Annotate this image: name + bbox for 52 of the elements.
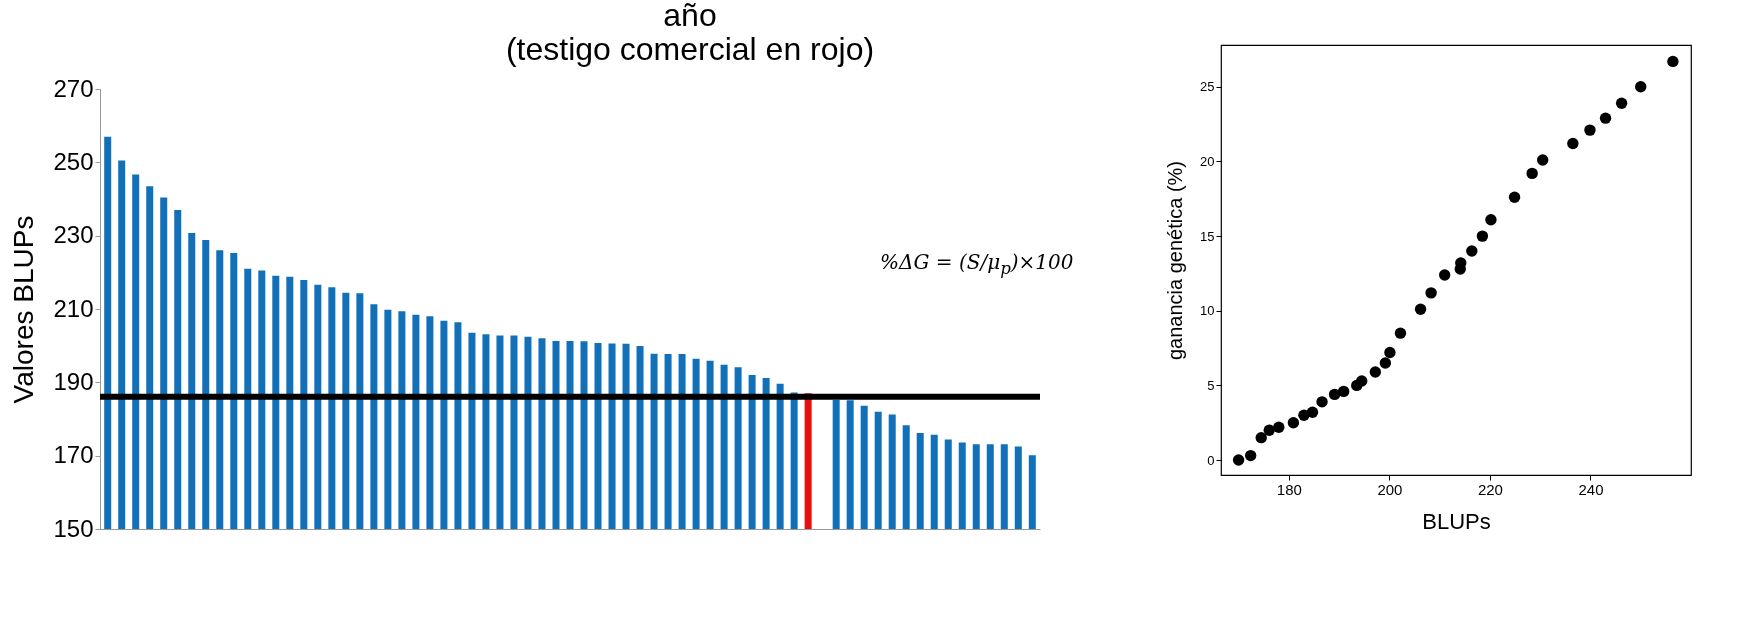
point <box>1635 81 1647 93</box>
point <box>1255 431 1267 444</box>
y-tick-label: 10 <box>1200 303 1215 319</box>
y-tick-label: 150 <box>53 514 94 542</box>
y-tick-label: 15 <box>1200 228 1215 244</box>
point <box>1316 396 1328 408</box>
point <box>1537 154 1549 166</box>
point <box>1384 346 1396 359</box>
point <box>1567 137 1579 150</box>
point <box>1379 357 1392 369</box>
point <box>1466 245 1478 257</box>
y-axis-title: ganancia genética (%) <box>1164 160 1187 361</box>
point <box>1394 327 1407 339</box>
point <box>1508 191 1521 203</box>
x-tick-label: 240 <box>1578 480 1604 498</box>
point <box>1599 112 1612 124</box>
x-tick-label: 180 <box>1276 480 1302 498</box>
y-axis-title: Valores BLUPs <box>8 215 40 404</box>
x-tick-label: 220 <box>1477 480 1503 498</box>
x-tick-label: 200 <box>1377 480 1403 498</box>
point <box>1476 230 1489 242</box>
point <box>1287 417 1300 429</box>
point <box>1667 55 1679 68</box>
y-tick-label: 20 <box>1200 153 1215 169</box>
chart-title: año (testigo comercial en rojo) <box>505 0 875 67</box>
y-tick-label: 270 <box>53 74 94 102</box>
y-tick-label: 0 <box>1207 452 1215 468</box>
point <box>1328 388 1341 401</box>
annotation: %ΔG = (S/μ$_{p}$)×100 <box>880 250 1074 278</box>
point <box>1306 406 1319 418</box>
y-tick-label: 190 <box>53 367 94 395</box>
point <box>1369 366 1382 378</box>
point <box>1584 124 1596 136</box>
y-tick-label: 25 <box>1200 79 1215 95</box>
point <box>1273 421 1285 433</box>
point <box>1263 424 1275 436</box>
point <box>1425 287 1437 299</box>
y-tick-label: 250 <box>53 147 94 175</box>
point <box>1244 449 1257 462</box>
x-axis-title: BLUPs <box>1422 508 1491 534</box>
point <box>1414 303 1427 315</box>
point <box>1485 214 1497 226</box>
y-tick-label: 230 <box>53 221 94 249</box>
y-tick-label: 5 <box>1207 377 1215 393</box>
y-tick-label: 210 <box>53 294 94 322</box>
point <box>1438 269 1451 281</box>
point <box>1526 167 1538 180</box>
point <box>1337 385 1350 398</box>
y-tick-label: 170 <box>53 441 94 469</box>
point <box>1356 375 1368 387</box>
point <box>1615 97 1628 109</box>
point <box>1232 454 1245 466</box>
